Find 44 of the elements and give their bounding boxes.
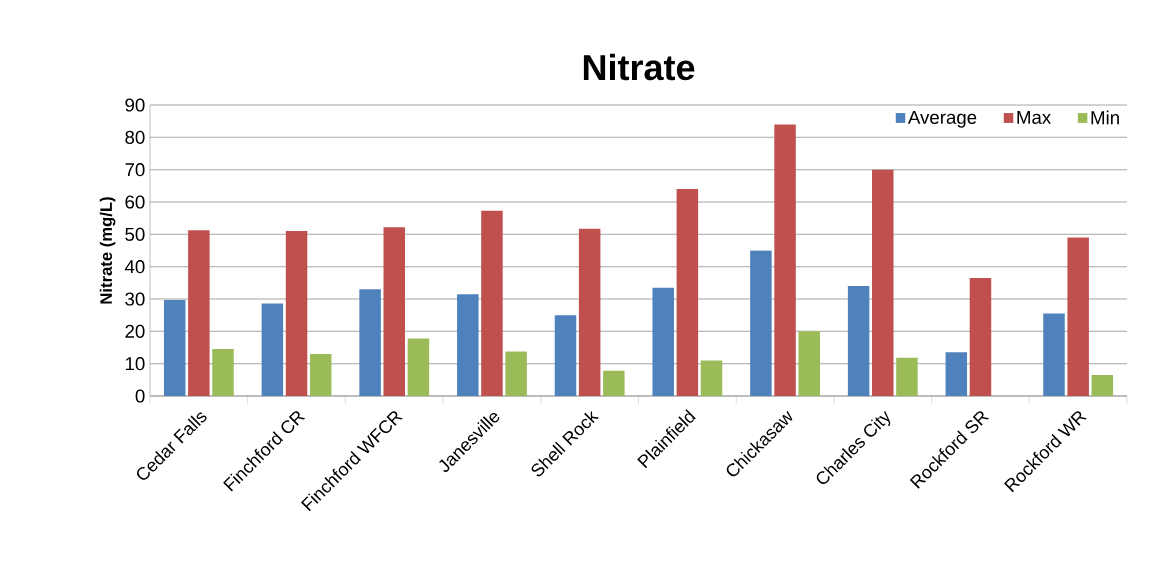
- bar: [774, 124, 796, 396]
- bar: [798, 331, 820, 396]
- bar: [505, 351, 527, 396]
- bar: [383, 227, 405, 396]
- y-tick-label: 10: [125, 357, 145, 371]
- bar: [457, 294, 479, 396]
- bar: [359, 289, 381, 396]
- bar: [700, 360, 723, 396]
- bar: [481, 210, 503, 396]
- chart-title: Nitrate: [583, 53, 695, 81]
- bar: [309, 353, 332, 396]
- bar: [1067, 237, 1089, 396]
- bar: [652, 287, 674, 396]
- y-tick-label: 0: [135, 389, 145, 403]
- bar: [578, 228, 601, 396]
- bar: [1043, 313, 1065, 396]
- bar: [261, 303, 284, 396]
- legend-label: Average: [907, 110, 977, 128]
- bar: [896, 357, 918, 396]
- bar: [847, 286, 870, 396]
- bar: [1091, 374, 1114, 396]
- bar: [163, 299, 186, 396]
- y-tick-label: 30: [125, 292, 145, 306]
- bar: [407, 338, 430, 396]
- y-axis-title: Nitrate (mg/L): [99, 197, 116, 304]
- legend-label: Min: [1091, 110, 1119, 125]
- bar: [554, 315, 577, 396]
- bar: [603, 370, 625, 396]
- bar: [969, 277, 992, 396]
- y-tick-label: 90: [125, 98, 145, 112]
- bar: [212, 349, 234, 396]
- y-tick-label: 80: [125, 130, 145, 144]
- bar: [750, 250, 772, 396]
- bar: [676, 189, 699, 396]
- y-tick-label: 70: [125, 163, 145, 177]
- bar: [872, 169, 894, 396]
- y-tick-label: 50: [125, 227, 145, 241]
- bar: [945, 352, 968, 396]
- y-tick-label: 60: [125, 195, 145, 209]
- legend-label: Max: [1017, 110, 1051, 124]
- bar: [188, 230, 210, 396]
- y-tick-label: 20: [125, 324, 145, 338]
- y-tick-label: 40: [124, 260, 145, 274]
- bar: [285, 231, 308, 396]
